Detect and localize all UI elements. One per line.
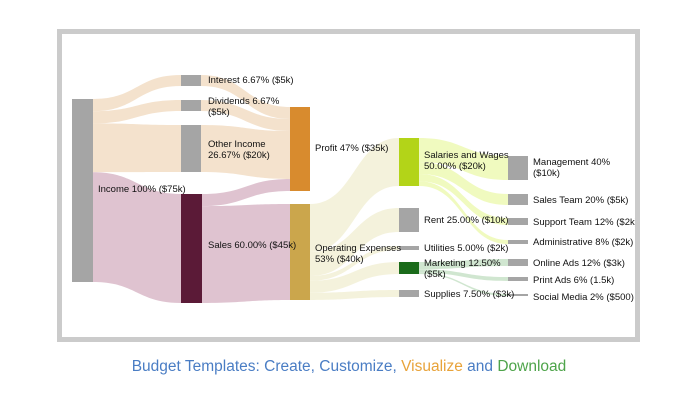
node-salaries <box>399 138 419 186</box>
label-online_ads: Online Ads 12% ($3k) <box>533 258 625 269</box>
label-management: Management 40% ($10k) <box>533 157 611 179</box>
link-income-to-sales <box>93 172 181 303</box>
sankey-links <box>93 75 508 303</box>
label-operating_expenses: Operating Expenses 53% ($40k) <box>315 243 401 265</box>
link-operating_expenses-to-salaries <box>310 138 399 252</box>
link-marketing-to-online_ads <box>419 259 508 270</box>
link-dividends-to-profit <box>201 100 290 131</box>
link-operating_expenses-to-utilities <box>310 246 399 281</box>
node-sales <box>181 194 202 303</box>
node-utilities <box>399 246 419 250</box>
label-utilities: Utilities 5.00% ($2k) <box>424 243 508 254</box>
caption-part-3: and <box>462 358 498 375</box>
link-salaries-to-sales_team <box>419 162 508 205</box>
label-supplies: Supplies 7.50% ($3k) <box>424 289 514 300</box>
link-salaries-to-management <box>419 138 508 180</box>
label-rent: Rent 25.00% ($10k) <box>424 215 509 226</box>
link-income-to-dividends <box>93 100 181 124</box>
node-sales_team <box>508 194 528 205</box>
link-sales-to-profit <box>202 179 290 207</box>
node-marketing <box>399 262 419 274</box>
link-income-to-interest <box>93 75 181 112</box>
link-salaries-to-support_team <box>419 174 508 225</box>
node-interest <box>181 75 201 86</box>
label-income: Income 100% ($75k) <box>98 184 186 195</box>
label-dividends: Dividends 6.67% ($5k) <box>208 96 280 118</box>
node-other_income <box>181 125 201 172</box>
caption-part-1: Budget Templates: Create, Customize, <box>131 358 402 375</box>
label-salaries: Salaries and Wages 50.00% ($20k) <box>424 150 509 172</box>
label-support_team: Support Team 12% ($2k) <box>533 217 635 228</box>
label-sales_team: Sales Team 20% ($5k) <box>533 195 628 206</box>
node-profit <box>290 107 310 191</box>
node-print_ads <box>508 277 528 281</box>
label-administrative: Administrative 8% ($2k) <box>533 237 633 248</box>
label-sales: Sales 60.00% ($45k) <box>208 240 296 251</box>
link-salaries-to-administrative <box>419 181 508 244</box>
diagram-frame: Income 100% ($75k) Interest 6.67% ($5k) Di… <box>57 29 640 342</box>
link-operating_expenses-to-marketing <box>310 262 399 293</box>
link-sales-to-operating_expenses <box>202 204 290 303</box>
caption-part-visualize: Visualize <box>401 358 463 375</box>
node-management <box>508 156 528 180</box>
node-administrative <box>508 240 528 244</box>
label-other_income: Other Income 26.67% ($20k) <box>208 139 270 161</box>
node-online_ads <box>508 259 528 266</box>
node-support_team <box>508 218 528 225</box>
link-income-to-other_income <box>93 123 181 173</box>
caption: Budget Templates: Create, Customize, Vis… <box>0 358 698 376</box>
label-print_ads: Print Ads 6% (1.5k) <box>533 275 614 286</box>
node-supplies <box>399 290 419 297</box>
sankey-labels: Income 100% ($75k) Interest 6.67% ($5k) Di… <box>98 75 635 303</box>
link-marketing-to-social_media <box>419 272 508 296</box>
link-other_income-to-profit <box>201 125 290 179</box>
node-income <box>72 99 93 282</box>
link-operating_expenses-to-supplies <box>310 290 399 300</box>
caption-part-download: Download <box>497 358 567 375</box>
node-dividends <box>181 100 201 111</box>
node-operating_expenses <box>290 204 310 300</box>
sankey-diagram: Income 100% ($75k) Interest 6.67% ($5k) Di… <box>72 75 635 303</box>
sankey-nodes <box>72 75 528 303</box>
node-rent <box>399 208 419 232</box>
label-social_media: Social Media 2% ($500) <box>533 292 634 303</box>
node-social_media <box>508 294 528 296</box>
link-interest-to-profit <box>201 75 290 119</box>
link-marketing-to-print_ads <box>419 269 508 281</box>
label-marketing: Marketing 12.50% ($5k) <box>424 258 501 280</box>
label-interest: Interest 6.67% ($5k) <box>208 75 294 86</box>
label-profit: Profit 47% ($35k) <box>315 143 388 154</box>
link-operating_expenses-to-rent <box>310 208 399 276</box>
